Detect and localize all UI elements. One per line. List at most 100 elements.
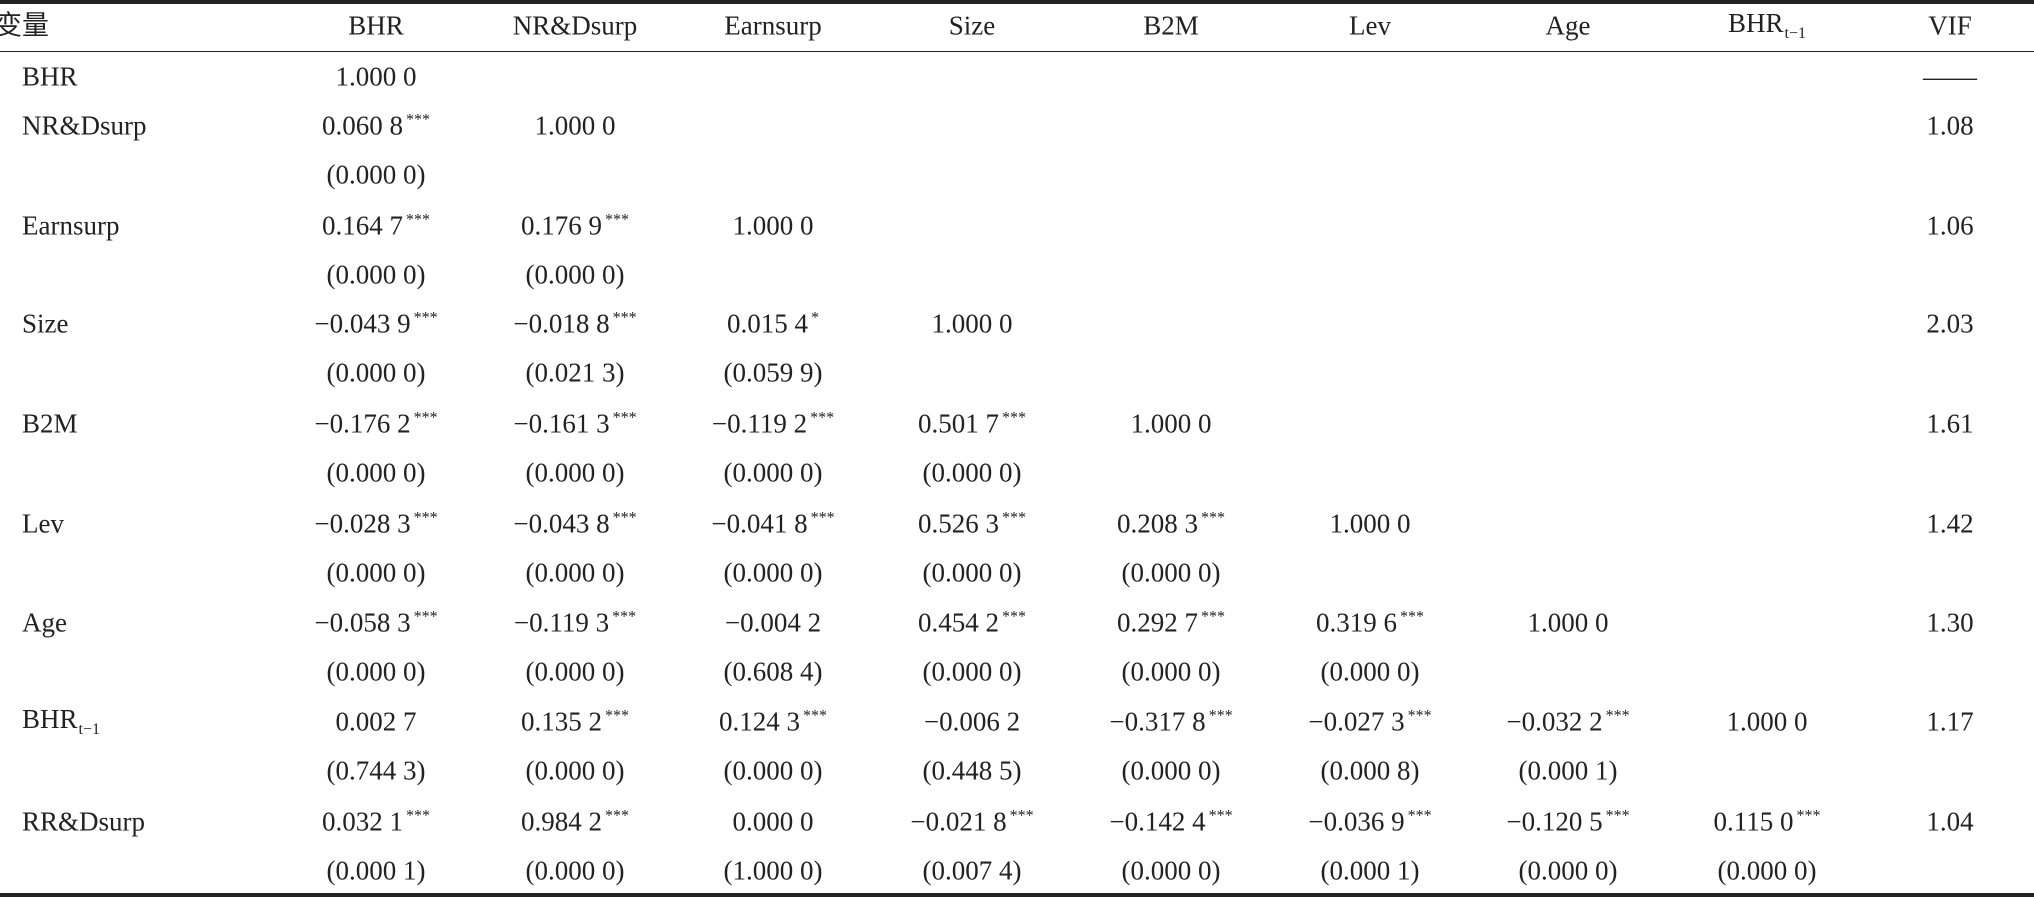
vif-value: 1.17 xyxy=(1926,706,1974,737)
significance-stars: *** xyxy=(1796,807,1821,825)
coefficient-value: 0.135 2 xyxy=(521,706,602,737)
coefficient-value: 1.000 0 xyxy=(1527,607,1609,638)
significance-stars: *** xyxy=(605,807,629,825)
coefficient: 0.015 4 * xyxy=(727,309,819,338)
p-value: (1.000 0) xyxy=(723,855,823,886)
significance-stars: *** xyxy=(413,509,438,527)
coefficient-value: 0.501 7 xyxy=(918,408,999,439)
p-value: (0.000 0) xyxy=(723,457,823,488)
p-value: (0.000 0) xyxy=(525,259,625,290)
coefficient: 0.135 2 *** xyxy=(521,706,629,737)
coefficient: −0.161 3 *** xyxy=(513,409,637,438)
header-cell: Earnsurp xyxy=(724,10,822,41)
coefficient-value: −0.119 2 xyxy=(711,408,808,439)
row-label: BHRt−1 xyxy=(22,706,100,738)
coefficient: 1.000 0 xyxy=(1726,706,1808,737)
coefficient: −0.120 5 *** xyxy=(1506,806,1630,837)
significance-stars: *** xyxy=(1002,608,1026,626)
coefficient-value: 1.000 0 xyxy=(732,210,814,241)
p-value: (0.000 0) xyxy=(326,557,426,588)
coefficient: −0.041 8 *** xyxy=(711,510,834,538)
coefficient: 0.176 9 *** xyxy=(521,211,629,240)
significance-stars: *** xyxy=(803,707,827,725)
significance-stars: * xyxy=(811,309,819,327)
coefficient-value: 0.032 1 xyxy=(322,806,403,837)
p-value: (0.000 0) xyxy=(326,259,426,290)
header-cell: BHR xyxy=(348,10,404,41)
coefficient: −0.036 9 *** xyxy=(1308,808,1431,836)
vif-value: 1.06 xyxy=(1926,210,1974,241)
coefficient-value: −0.043 9 xyxy=(314,308,411,339)
coefficient-value: −0.043 8 xyxy=(513,508,610,539)
coefficient: −0.018 8 *** xyxy=(513,310,636,338)
row-label-text: BHR xyxy=(22,704,78,734)
significance-stars: *** xyxy=(1605,807,1630,825)
significance-stars: *** xyxy=(612,409,637,427)
coefficient: 0.319 6 *** xyxy=(1316,608,1424,637)
p-value: (0.000 0) xyxy=(1121,755,1221,786)
coefficient: 1.000 0 xyxy=(1330,510,1411,538)
significance-stars: *** xyxy=(1208,707,1233,725)
coefficient-value: 0.002 7 xyxy=(335,706,417,737)
bottom-rule xyxy=(0,893,2034,897)
significance-stars: *** xyxy=(605,707,629,725)
coefficient-value: −0.142 4 xyxy=(1109,806,1206,837)
significance-stars: *** xyxy=(413,309,438,327)
p-value: (0.000 0) xyxy=(723,557,823,588)
coefficient-value: 0.164 7 xyxy=(322,210,403,241)
significance-stars: *** xyxy=(605,211,629,229)
significance-stars: *** xyxy=(413,409,438,427)
p-value: (0.000 0) xyxy=(1121,557,1221,588)
vif-value: 1.30 xyxy=(1926,607,1974,638)
coefficient: −0.142 4 *** xyxy=(1109,806,1232,837)
significance-stars: *** xyxy=(1400,608,1424,626)
coefficient: 0.032 1 *** xyxy=(322,806,430,837)
coefficient: 1.000 0 xyxy=(336,63,417,91)
p-value: (0.000 0) xyxy=(1121,656,1221,687)
p-value: (0.448 5) xyxy=(922,755,1022,786)
coefficient: −0.028 3 *** xyxy=(314,508,438,539)
row-label: B2M xyxy=(22,408,78,439)
significance-stars: *** xyxy=(612,509,637,527)
significance-stars: *** xyxy=(1605,707,1630,725)
p-value: (0.000 1) xyxy=(1320,855,1420,886)
coefficient: 0.984 2 *** xyxy=(521,807,629,836)
header-cell: Size xyxy=(948,10,996,41)
coefficient: 0.292 7 *** xyxy=(1117,608,1225,637)
p-value: (0.000 0) xyxy=(922,557,1022,588)
row-label: NR&Dsurp xyxy=(22,110,147,141)
coefficient-value: 0.000 0 xyxy=(732,806,814,837)
row-label: RR&Dsurp xyxy=(22,806,146,837)
coefficient-value: −0.120 5 xyxy=(1506,806,1603,837)
coefficient: 1.000 0 xyxy=(931,308,1013,339)
p-value: (0.000 0) xyxy=(525,755,625,786)
significance-stars: *** xyxy=(1407,707,1432,725)
vif-value: 2.03 xyxy=(1926,308,1974,339)
vif-value: 1.08 xyxy=(1926,110,1974,141)
p-value: (0.000 0) xyxy=(326,357,426,388)
coefficient: 0.164 7 *** xyxy=(322,210,430,241)
p-value: (0.000 0) xyxy=(326,656,426,687)
p-value: (0.000 1) xyxy=(326,855,426,886)
header-cell: 变量 xyxy=(0,10,49,41)
header-text-subscript: t−1 xyxy=(1784,25,1806,42)
coefficient-value: −0.027 3 xyxy=(1308,706,1405,737)
coefficient: 0.501 7 *** xyxy=(918,408,1026,439)
coefficient-value: 1.000 0 xyxy=(1726,706,1808,737)
coefficient-value: 0.060 8 xyxy=(322,110,403,141)
significance-stars: *** xyxy=(1201,608,1225,626)
p-value: (0.000 0) xyxy=(1518,855,1618,886)
coefficient: 0.208 3 *** xyxy=(1117,510,1225,538)
coefficient-value: 1.000 0 xyxy=(931,308,1013,339)
coefficient-value: −0.028 3 xyxy=(314,508,411,539)
p-value: (0.000 0) xyxy=(723,755,823,786)
p-value: (0.007 4) xyxy=(922,855,1022,886)
coefficient: −0.043 9 *** xyxy=(314,308,438,339)
p-value: (0.000 8) xyxy=(1320,755,1420,786)
coefficient-value: −0.058 3 xyxy=(314,607,411,638)
coefficient-value: 0.124 3 xyxy=(719,706,800,737)
p-value: (0.000 0) xyxy=(525,457,625,488)
coefficient-value: 0.526 3 xyxy=(918,508,999,539)
coefficient: 1.000 0 xyxy=(535,112,616,140)
